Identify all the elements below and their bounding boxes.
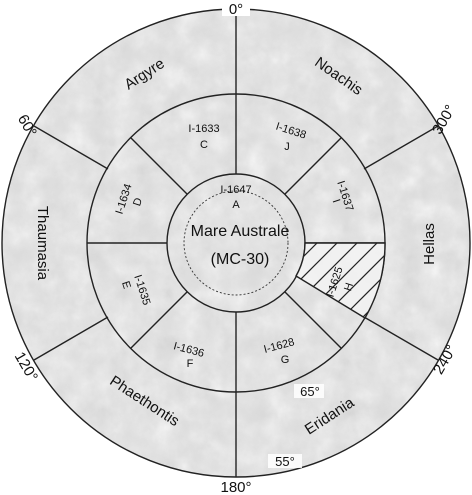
region-thaumasia: Thaumasia — [34, 206, 51, 281]
middle-quadrangle-dividers — [87, 94, 385, 392]
quadrangle-h-outline — [295, 242, 386, 319]
longitude-300-label: 300° — [429, 102, 459, 137]
outer-region-dividers — [33, 9, 439, 477]
region-hellas: Hellas — [421, 223, 438, 265]
svg-text:E: E — [119, 280, 133, 291]
svg-text:C: C — [200, 139, 208, 151]
svg-text:J: J — [284, 141, 290, 153]
svg-text:I-1647: I-1647 — [220, 184, 251, 196]
svg-text:D: D — [131, 196, 145, 207]
latitude-65-label: 65° — [300, 384, 320, 399]
map-code: (MC-30) — [211, 251, 270, 268]
longitude-180-label: 180° — [220, 479, 251, 495]
svg-text:G: G — [281, 354, 290, 366]
svg-text:H: H — [342, 281, 356, 292]
polar-cap-outline — [183, 190, 289, 296]
quadrangle-c: I-1633 C — [188, 123, 219, 151]
map-title: Mare Australe — [191, 223, 290, 240]
svg-text:A: A — [232, 199, 240, 211]
quadrangle-a: I-1647 A — [220, 184, 251, 211]
latitude-55-label: 55° — [275, 454, 295, 469]
svg-text:I-1633: I-1633 — [188, 123, 219, 135]
longitude-0-label: 0° — [229, 1, 243, 18]
svg-text:I: I — [330, 198, 342, 205]
svg-text:F: F — [187, 358, 194, 370]
